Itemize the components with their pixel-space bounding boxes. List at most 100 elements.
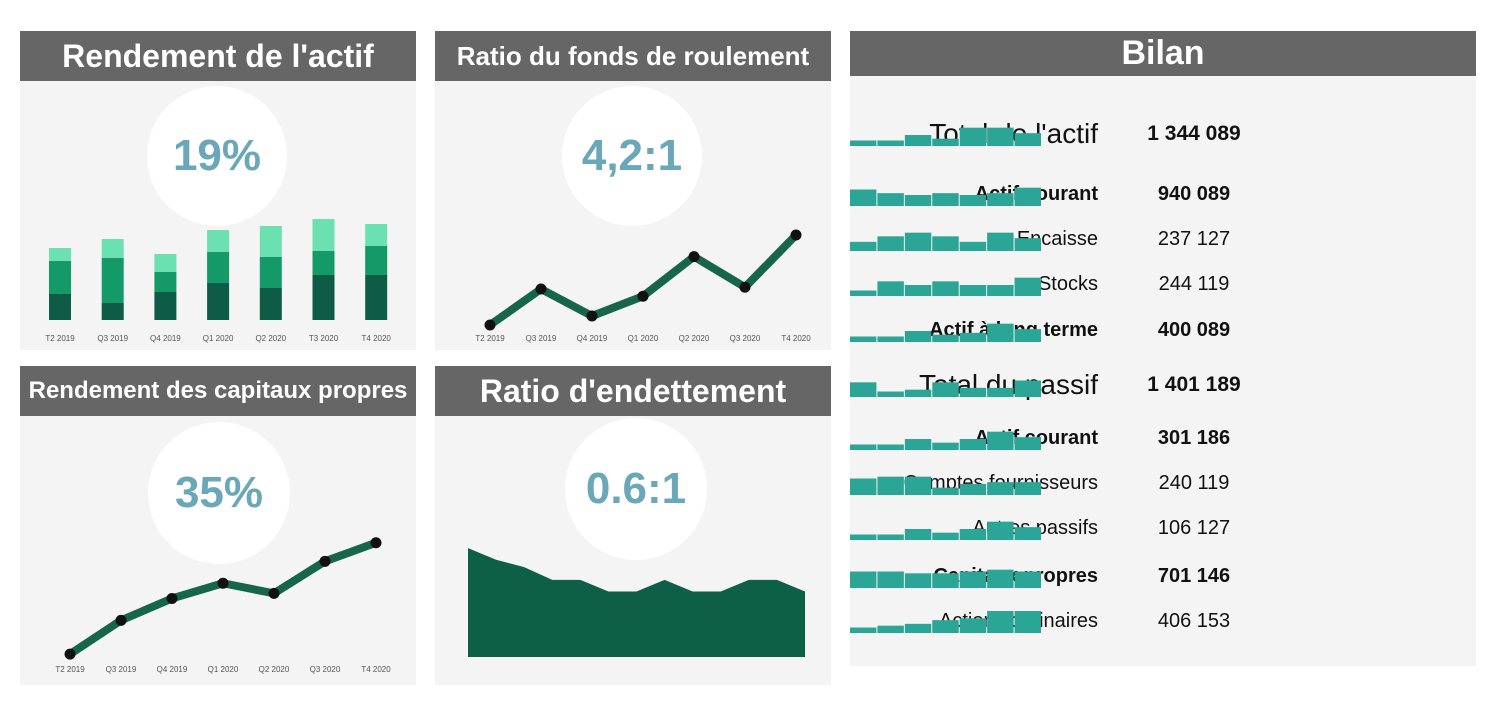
bilan-spark-bar-6 — [987, 387, 1014, 397]
bilan-sparkline — [850, 476, 1041, 495]
bilan-sparkline — [850, 277, 1041, 296]
roa-bar-2-7 — [365, 246, 388, 275]
bilan-spark-bar-6 — [987, 193, 1014, 206]
wcr-title: Ratio du fonds de roulement — [435, 31, 831, 81]
bilan-spark-bar-4 — [932, 573, 959, 588]
roa-bar-2-6 — [312, 251, 335, 275]
roe-point-6 — [319, 555, 331, 567]
roe-x-tick: Q2 2020 — [259, 665, 290, 674]
bilan-spark-bar-7 — [1014, 380, 1041, 397]
bilan-row: Total du passif 1 401 189 — [850, 369, 1476, 400]
roe-x-tick: Q3 2020 — [310, 665, 341, 674]
bilan-spark-bar-2 — [877, 281, 904, 296]
bilan-row-value: 400 089 — [1157, 318, 1231, 341]
bilan-spark-bar-4 — [932, 532, 959, 540]
wcr-point-5 — [688, 251, 700, 263]
wcr-point-4 — [637, 290, 649, 302]
wcr-series-line — [486, 231, 800, 329]
wcr-x-tick: Q3 2019 — [526, 334, 557, 343]
roa-bar-1-5 — [259, 288, 282, 320]
bilan-row-value: 1 401 189 — [1147, 373, 1241, 396]
bilan-spark-bar-7 — [1014, 482, 1041, 495]
bilan-spark-bar-1 — [850, 290, 877, 296]
wcr-panel: Ratio du fonds de roulement 4,2:1 T2 201… — [435, 31, 831, 350]
bilan-spark-bar-2 — [877, 571, 904, 588]
bilan-spark-bar-2 — [877, 140, 904, 146]
roe-line-chart: T2 2019 Q3 2019 Q4 2019 Q1 2020 Q2 2020 Q3 20… — [55, 537, 391, 674]
debt-area — [468, 548, 805, 657]
bilan-spark-bar-5 — [959, 285, 987, 296]
roa-bar-1-4 — [207, 283, 230, 320]
bilan-spark-bar-1 — [850, 444, 877, 450]
wcr-point-7 — [790, 229, 802, 241]
bilan-sparkline — [850, 187, 1041, 206]
roa-bar-1-6 — [312, 275, 335, 320]
bilan-row-value: 1 344 089 — [1147, 122, 1241, 145]
bilan-spark-bar-7 — [1014, 187, 1041, 206]
bilan-spark-bar-5 — [959, 127, 987, 146]
roa-bar-1-3 — [154, 292, 177, 320]
bilan-row: Total de l'actif 1 344 089 — [850, 118, 1476, 149]
bilan-spark-bar-1 — [850, 382, 877, 397]
bilan-sparkline — [850, 569, 1041, 588]
bilan-spark-bar-5 — [959, 241, 987, 251]
bilan-row-label: Stocks — [1037, 272, 1098, 295]
bilan-row-value: 237 127 — [1157, 227, 1231, 250]
roa-kpi: 19% — [147, 86, 287, 226]
debt-kpi: 0.6:1 — [565, 418, 707, 560]
roa-bar-1-1 — [49, 294, 71, 320]
bilan-spark-bar-5 — [959, 571, 987, 588]
bilan-spark-bar-3 — [904, 623, 932, 633]
bilan-sparkline — [850, 431, 1041, 450]
wcr-x-tick: Q3 2020 — [730, 334, 761, 343]
bilan-spark-bar-5 — [959, 332, 987, 342]
roa-bar-3-6 — [312, 219, 335, 251]
bilan-title: Bilan — [850, 31, 1476, 76]
bilan-spark-bar-6 — [987, 482, 1014, 495]
wcr-x-tick: Q2 2020 — [679, 334, 710, 343]
debt-title: Ratio d'endettement — [435, 366, 831, 416]
bilan-spark-bar-2 — [877, 391, 904, 397]
wcr-x-tick: T2 2019 — [475, 334, 505, 343]
roa-bar-3-7 — [365, 224, 388, 246]
bilan-spark-bar-6 — [987, 611, 1014, 633]
bilan-row: Comptes fournisseurs 240 119 — [850, 468, 1476, 498]
roe-point-3 — [166, 592, 178, 604]
wcr-point-1 — [484, 319, 496, 331]
roa-x-tick: T3 2020 — [309, 334, 339, 343]
bilan-spark-bar-3 — [904, 135, 932, 146]
roa-bar-3-5 — [259, 226, 282, 257]
roa-x-tick: T2 2019 — [45, 334, 75, 343]
bilan-spark-bar-5 — [959, 529, 987, 540]
roa-bar-chart: T2 2019 Q3 2019 Q4 2019 Q1 2020 Q2 2020 T3 20… — [45, 219, 391, 343]
roa-x-tick: Q2 2020 — [255, 334, 286, 343]
roe-x-tick: Q1 2020 — [208, 665, 239, 674]
roa-bar-3-1 — [49, 248, 71, 261]
wcr-x-tick: Q1 2020 — [628, 334, 659, 343]
bilan-spark-bar-7 — [1014, 133, 1041, 146]
roe-point-1 — [64, 648, 76, 660]
bilan-sparkline — [850, 323, 1041, 342]
bilan-spark-bar-3 — [904, 195, 932, 206]
roa-bar-2-1 — [49, 261, 71, 294]
bilan-spark-bar-5 — [959, 387, 987, 397]
bilan-spark-bar-3 — [904, 285, 932, 296]
wcr-x-tick: Q4 2019 — [577, 334, 608, 343]
bilan-sparkline — [850, 232, 1041, 251]
bilan-sparkline — [850, 611, 1041, 633]
bilan-spark-bar-1 — [850, 189, 877, 206]
bilan-spark-bar-4 — [932, 620, 959, 633]
bilan-spark-bar-7 — [1014, 238, 1041, 251]
wcr-point-3 — [586, 310, 598, 322]
bilan-spark-bar-4 — [932, 193, 959, 206]
bilan-spark-bar-6 — [987, 232, 1014, 251]
bilan-spark-bar-2 — [877, 193, 904, 206]
bilan-spark-bar-7 — [1014, 571, 1041, 588]
roa-bar-3-2 — [101, 239, 124, 258]
bilan-row-value: 701 146 — [1157, 564, 1231, 587]
